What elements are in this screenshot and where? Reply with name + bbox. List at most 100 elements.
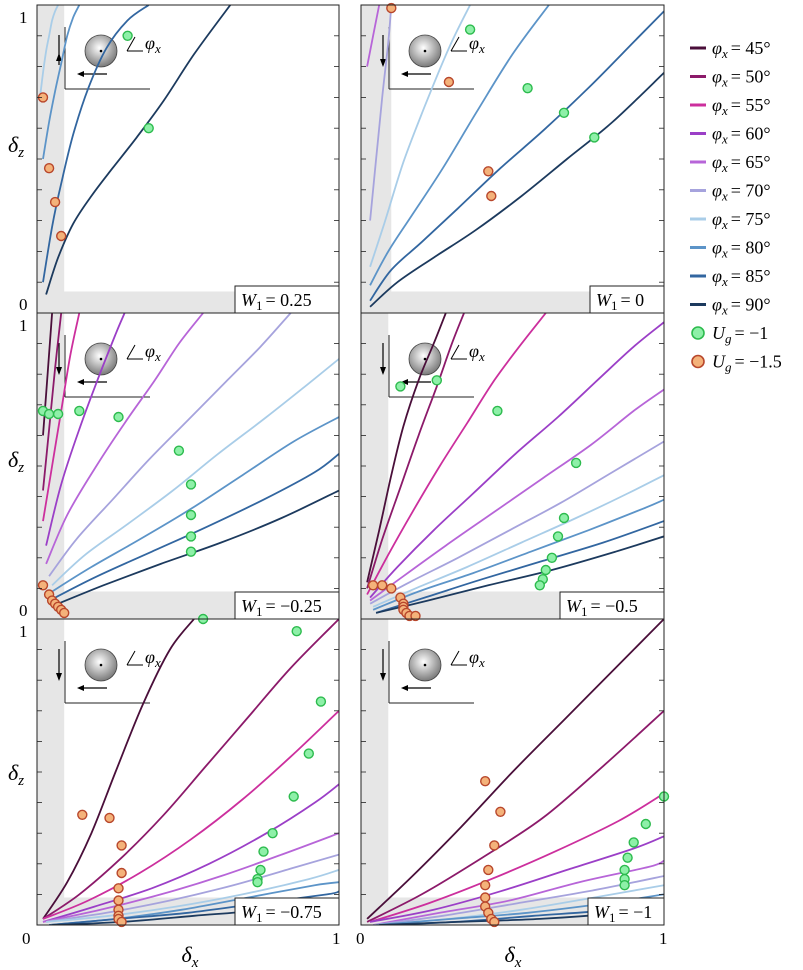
legend-item-ug-0: Ug = −1 xyxy=(691,323,768,346)
series-line-phi-80 xyxy=(42,5,81,160)
w1-label-box: W1 = −0.75 xyxy=(234,897,340,926)
angle-ray xyxy=(450,344,460,360)
tick-labels: 1 0 1 0 1 0 1 0 1 xyxy=(19,8,668,948)
w1-label: W1 = 0 xyxy=(596,290,644,313)
axis-labels: δx δx δz δz δz xyxy=(8,132,522,970)
marker-ug-minus1 xyxy=(315,696,327,707)
marker-ug-minus1 xyxy=(546,552,558,563)
marker-ug-minus1 xyxy=(143,122,154,134)
legend-item-phi-75: φx = 75° xyxy=(690,209,771,232)
series-line-phi-70 xyxy=(369,5,393,221)
series-line-phi-50 xyxy=(366,313,465,589)
marker-ug-minus1 xyxy=(558,512,570,524)
inset-diagram: φx xyxy=(380,335,485,398)
panel-frame xyxy=(36,4,340,314)
angle-ray xyxy=(126,36,136,52)
y-tick-top-0: 0 xyxy=(19,295,28,314)
marker-ug-minus1 xyxy=(558,107,570,119)
marker-ug-minus1-5 xyxy=(483,864,494,876)
legend-label: φx = 70° xyxy=(712,181,771,204)
series-line-phi-55 xyxy=(369,792,664,923)
inset-diagram: φx xyxy=(56,27,161,90)
marker-ug-minus1-5 xyxy=(489,840,500,851)
legend-item-phi-65: φx = 65° xyxy=(690,152,771,175)
legend-label: φx = 60° xyxy=(712,124,771,147)
legend-label: φx = 75° xyxy=(712,209,771,232)
particle-center xyxy=(99,49,103,53)
w1-label-bg xyxy=(234,897,340,926)
y-tick-mid-0: 0 xyxy=(19,601,28,620)
arrowhead-left-icon xyxy=(401,379,408,385)
particle-center xyxy=(423,49,427,53)
arrowhead-left-icon xyxy=(77,685,84,691)
legend-label: φx = 65° xyxy=(712,152,771,175)
w1-label-bg xyxy=(234,591,340,620)
particle-center xyxy=(99,357,103,361)
particle-center xyxy=(423,663,427,667)
inset-diagram: φx xyxy=(56,641,161,704)
series-line-phi-70 xyxy=(48,313,292,577)
marker-ug-minus1-5 xyxy=(480,880,491,891)
w1-label: W1 = −1 xyxy=(594,902,652,925)
legend-item-phi-70: φx = 70° xyxy=(690,181,771,204)
panel-f: φx W1 = −1 xyxy=(360,618,670,928)
marker-ug-minus1-5 xyxy=(367,580,379,591)
y-axis-label-top-sub: z xyxy=(17,145,24,161)
marker-ug-minus1 xyxy=(552,531,564,542)
w1-label: W1 = −0.5 xyxy=(566,596,638,619)
panel-frame xyxy=(360,4,665,314)
particle-center xyxy=(99,663,103,667)
legend-item-phi-55: φx = 55° xyxy=(690,95,771,118)
series-line-phi-55 xyxy=(42,710,339,920)
w1-label-box: W1 = −0.25 xyxy=(234,591,340,620)
marker-ug-minus1-5 xyxy=(37,580,49,591)
y-axis-label-bottom: δz xyxy=(8,760,24,789)
marker-ug-minus1-5 xyxy=(443,76,455,88)
series-line-phi-75 xyxy=(372,474,664,608)
shaded-region xyxy=(37,5,339,313)
curves xyxy=(366,313,664,614)
arrowhead-left-icon xyxy=(77,71,84,77)
marker-ug-minus1 xyxy=(431,375,442,386)
series-line-phi-90 xyxy=(375,535,664,614)
legend-label: φx = 45° xyxy=(712,38,771,61)
y-tick-mid-1: 1 xyxy=(19,316,28,335)
w1-label: W1 = −0.25 xyxy=(241,596,322,619)
series-line-phi-70 xyxy=(369,440,664,605)
x-axis-label-left: δx xyxy=(182,942,199,970)
panel-d: φx W1 = −0.5 xyxy=(360,312,665,622)
marker-ug-minus1-5 xyxy=(113,883,124,894)
marker-ug-minus1 xyxy=(185,509,197,521)
marker-ug-minus1-5 xyxy=(116,916,127,928)
w1-label: W1 = 0.25 xyxy=(241,290,312,313)
marker-ug-minus1 xyxy=(113,411,124,423)
legend-label: φx = 90° xyxy=(712,295,771,318)
marker-ug-minus1 xyxy=(522,82,533,94)
legend-item-phi-50: φx = 50° xyxy=(690,67,771,90)
series-line-phi-85 xyxy=(49,890,339,925)
angle-label: φx xyxy=(145,341,161,364)
angle-ray xyxy=(450,36,460,52)
marker-ug-minus1-5 xyxy=(386,2,397,14)
legend-item-ug-1: Ug = −1.5 xyxy=(691,352,782,375)
series-line-phi-75 xyxy=(39,5,59,98)
arrowhead-left-icon xyxy=(401,685,408,691)
marker-ug-minus1-5 xyxy=(386,583,397,594)
angle-label: φx xyxy=(469,647,485,670)
marker-ug-minus1 xyxy=(622,852,633,863)
marker-ug-minus1-5 xyxy=(489,916,500,928)
angle-ray xyxy=(126,650,136,666)
marker-ug-minus1-5 xyxy=(116,867,127,879)
series-line-phi-90 xyxy=(45,5,232,295)
series-line-phi-55 xyxy=(366,313,547,595)
marker-ug-minus1 xyxy=(122,30,133,41)
marker-ug-minus1 xyxy=(628,837,639,848)
x-tick-right-1: 1 xyxy=(659,929,668,948)
legend-item-phi-45: φx = 45° xyxy=(690,38,771,61)
series-line-phi-65 xyxy=(369,388,664,602)
marker-ug-minus1 xyxy=(252,877,263,888)
marker-ug-minus1 xyxy=(288,791,299,802)
marker-ug-minus1 xyxy=(258,846,269,857)
series-line-phi-60 xyxy=(369,321,664,599)
